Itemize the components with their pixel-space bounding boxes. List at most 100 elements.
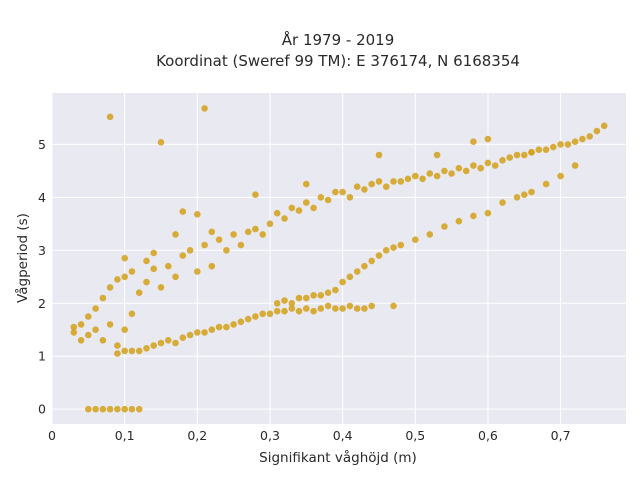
data-point bbox=[477, 164, 485, 172]
data-point bbox=[462, 167, 470, 175]
data-point bbox=[600, 122, 608, 130]
data-point bbox=[121, 273, 128, 281]
data-point bbox=[368, 180, 376, 188]
data-point bbox=[332, 305, 339, 312]
data-point bbox=[194, 268, 201, 275]
data-point bbox=[172, 273, 179, 281]
data-point bbox=[165, 262, 172, 270]
data-point bbox=[557, 172, 564, 180]
data-point bbox=[375, 178, 383, 185]
data-point bbox=[273, 209, 281, 217]
data-point bbox=[259, 231, 267, 238]
data-point bbox=[521, 151, 528, 159]
data-point bbox=[223, 247, 230, 254]
data-point bbox=[419, 175, 426, 183]
data-point bbox=[230, 231, 237, 238]
data-point bbox=[571, 162, 579, 169]
data-point bbox=[121, 254, 128, 262]
tick-labels: 0 0,1 0,2 0,3 0,4 0,5 0,6 0,7 0 1 2 3 4 5 bbox=[38, 137, 571, 443]
data-point bbox=[441, 223, 448, 230]
data-point bbox=[542, 180, 550, 188]
data-point bbox=[390, 178, 397, 185]
data-point bbox=[295, 294, 303, 302]
data-point bbox=[491, 162, 499, 169]
data-point bbox=[157, 139, 165, 146]
data-point bbox=[295, 207, 303, 214]
data-point bbox=[194, 329, 201, 336]
data-point bbox=[194, 211, 201, 218]
data-point bbox=[208, 228, 216, 236]
data-point bbox=[179, 334, 187, 342]
data-point bbox=[317, 194, 325, 201]
data-point bbox=[470, 212, 477, 220]
x-tick-label: 0,6 bbox=[478, 428, 498, 443]
x-tick-label: 0,7 bbox=[551, 428, 571, 443]
data-point bbox=[484, 135, 492, 143]
x-axis-label: Signifikant våghöjd (m) bbox=[259, 449, 417, 466]
data-point bbox=[521, 191, 528, 198]
data-point bbox=[201, 105, 208, 112]
data-point bbox=[310, 307, 317, 315]
data-point bbox=[303, 305, 310, 312]
data-point bbox=[332, 188, 339, 196]
data-point bbox=[99, 405, 107, 413]
data-point bbox=[92, 305, 99, 312]
data-point bbox=[70, 323, 78, 331]
data-point bbox=[535, 146, 543, 153]
data-point bbox=[542, 146, 550, 153]
data-point bbox=[571, 138, 579, 145]
data-point bbox=[397, 241, 405, 249]
data-point bbox=[99, 337, 107, 344]
chart-title-line1: År 1979 - 2019 bbox=[282, 30, 395, 49]
data-point bbox=[346, 273, 354, 281]
data-point bbox=[215, 236, 223, 243]
data-point bbox=[353, 268, 361, 275]
data-point bbox=[310, 292, 317, 299]
data-point bbox=[201, 329, 208, 336]
data-point bbox=[382, 247, 390, 254]
data-point bbox=[499, 199, 506, 206]
data-point bbox=[150, 249, 157, 257]
data-point bbox=[346, 194, 354, 201]
data-point bbox=[324, 302, 332, 310]
data-point bbox=[441, 167, 448, 175]
data-point bbox=[375, 151, 383, 159]
data-point bbox=[426, 231, 434, 238]
data-point bbox=[303, 294, 310, 302]
data-point bbox=[143, 257, 150, 265]
data-point bbox=[135, 289, 143, 297]
data-point bbox=[143, 345, 150, 352]
data-point bbox=[135, 347, 143, 355]
data-point bbox=[121, 326, 128, 334]
data-point bbox=[77, 337, 85, 344]
data-point bbox=[85, 331, 92, 339]
data-point bbox=[281, 215, 288, 222]
data-point bbox=[252, 313, 259, 320]
data-point bbox=[382, 183, 390, 190]
data-point bbox=[390, 244, 397, 251]
y-tick-label: 4 bbox=[38, 190, 46, 205]
data-point bbox=[528, 149, 535, 156]
data-point bbox=[165, 337, 172, 344]
grid bbox=[51, 93, 626, 424]
data-point bbox=[368, 302, 376, 310]
data-point bbox=[513, 194, 521, 201]
data-point bbox=[470, 138, 477, 145]
data-point bbox=[317, 305, 325, 312]
data-point bbox=[484, 209, 492, 217]
data-point bbox=[288, 300, 296, 307]
x-tick-label: 0,2 bbox=[187, 428, 207, 443]
data-point bbox=[557, 141, 564, 148]
y-tick-label: 0 bbox=[38, 402, 46, 417]
data-point bbox=[404, 175, 412, 183]
data-point bbox=[273, 300, 281, 307]
data-point bbox=[121, 347, 128, 355]
y-axis-label: Vågperiod (s) bbox=[14, 213, 31, 303]
data-point bbox=[303, 180, 310, 188]
data-point bbox=[201, 241, 208, 249]
data-point bbox=[135, 405, 143, 413]
data-point bbox=[106, 405, 114, 413]
data-point bbox=[143, 278, 150, 286]
data-point bbox=[303, 199, 310, 206]
data-point bbox=[339, 305, 346, 312]
